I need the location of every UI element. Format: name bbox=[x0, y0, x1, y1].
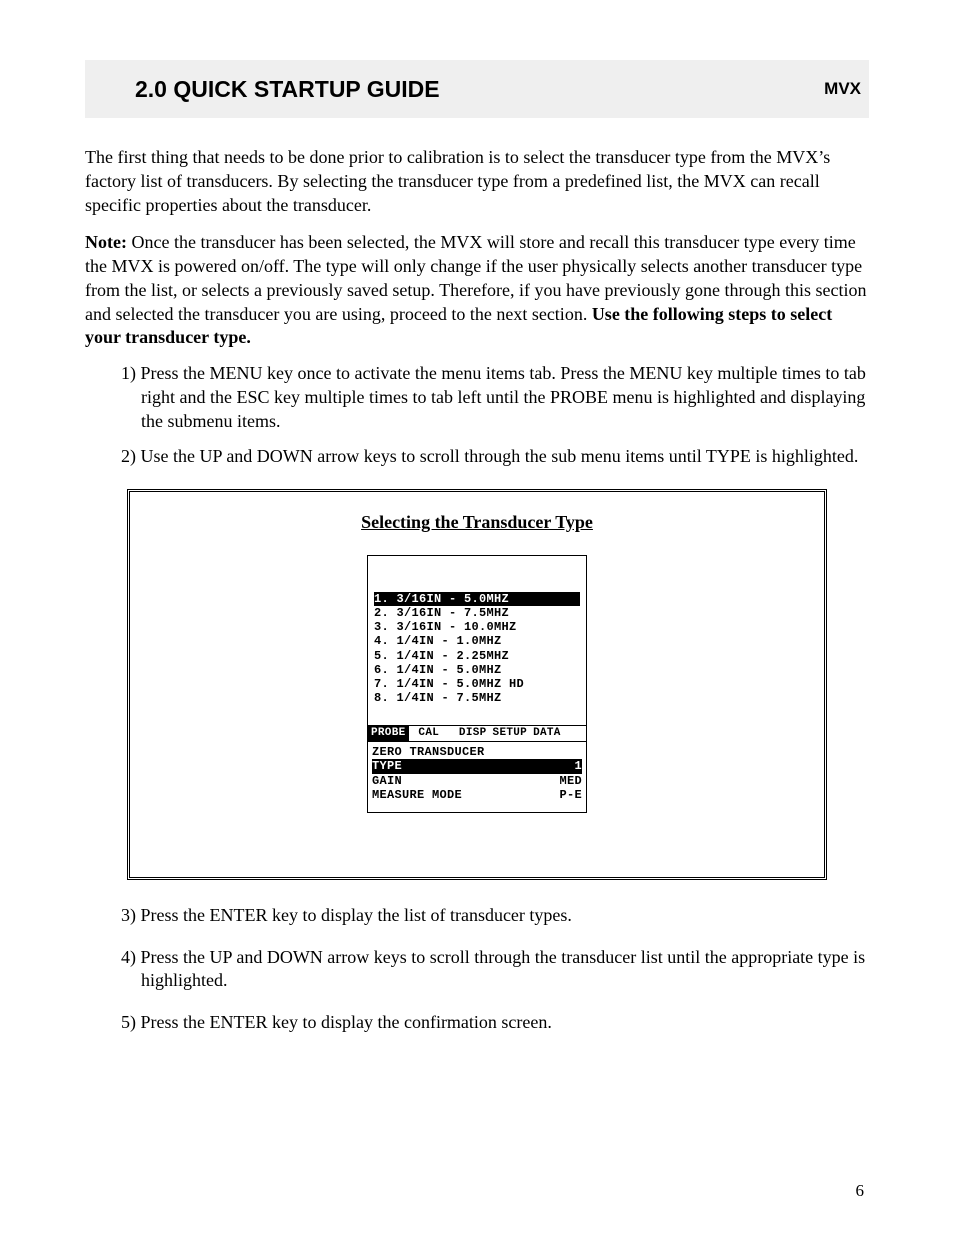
lcd-blank-area bbox=[368, 562, 586, 592]
step-1: 1) Press the MENU key once to activate t… bbox=[121, 362, 869, 433]
param-row[interactable]: GAIN MED bbox=[372, 774, 582, 788]
intro-paragraph-2: Note: Once the transducer has been selec… bbox=[85, 231, 869, 350]
param-value: MED bbox=[559, 774, 582, 788]
param-label: GAIN bbox=[372, 774, 402, 788]
list-item[interactable]: 7. 1/4IN - 5.0MHZ HD bbox=[374, 677, 580, 691]
menu-tab[interactable]: SETUP bbox=[490, 726, 531, 741]
list-item[interactable]: 8. 1/4IN - 7.5MHZ bbox=[374, 691, 580, 705]
param-label: ZERO TRANSDUCER bbox=[372, 745, 485, 759]
body-copy-after-figure: 3) Press the ENTER key to display the li… bbox=[85, 904, 869, 1035]
body-copy: The first thing that needs to be done pr… bbox=[85, 146, 869, 469]
param-row[interactable]: MEASURE MODE P-E bbox=[372, 788, 582, 802]
param-value: P-E bbox=[559, 788, 582, 802]
param-label: TYPE bbox=[372, 759, 402, 773]
param-row[interactable]: ZERO TRANSDUCER bbox=[372, 745, 582, 759]
list-item[interactable]: 4. 1/4IN - 1.0MHZ bbox=[374, 634, 580, 648]
menu-tab[interactable]: PROBE bbox=[368, 726, 409, 741]
list-item[interactable]: 1. 3/16IN - 5.0MHZ bbox=[374, 592, 580, 606]
submenu-params: ZERO TRANSDUCERTYPE 1 GAIN MED MEASURE MODE P… bbox=[368, 742, 586, 802]
menu-tab[interactable]: CAL bbox=[409, 726, 450, 741]
step-5: 5) Press the ENTER key to display the co… bbox=[121, 1011, 869, 1035]
menu-tab[interactable]: DATA bbox=[530, 726, 564, 741]
list-item[interactable]: 6. 1/4IN - 5.0MHZ bbox=[374, 663, 580, 677]
menu-tab-bar: PROBE CAL DISPSETUPDATA bbox=[368, 725, 586, 742]
header-product: MVX bbox=[824, 79, 861, 99]
param-value: 1 bbox=[574, 759, 582, 773]
list-item[interactable]: 5. 1/4IN - 2.25MHZ bbox=[374, 649, 580, 663]
step-4: 4) Press the UP and DOWN arrow keys to s… bbox=[121, 946, 869, 994]
intro-paragraph-1: The first thing that needs to be done pr… bbox=[85, 146, 869, 217]
transducer-list: 1. 3/16IN - 5.0MHZ2. 3/16IN - 7.5MHZ3. 3… bbox=[368, 592, 586, 725]
page-number: 6 bbox=[856, 1181, 865, 1201]
header-section: 2.0 QUICK STARTUP GUIDE bbox=[135, 76, 440, 103]
figure-caption: Selecting the Transducer Type bbox=[144, 512, 810, 533]
page-header: 2.0 QUICK STARTUP GUIDE MVX bbox=[85, 60, 869, 118]
figure-frame: Selecting the Transducer Type 1. 3/16IN … bbox=[127, 489, 827, 880]
param-label: MEASURE MODE bbox=[372, 788, 462, 802]
list-item[interactable]: 2. 3/16IN - 7.5MHZ bbox=[374, 606, 580, 620]
list-item[interactable]: 3. 3/16IN - 10.0MHZ bbox=[374, 620, 580, 634]
menu-tab[interactable]: DISP bbox=[449, 726, 490, 741]
note-label: Note: bbox=[85, 232, 131, 252]
step-3: 3) Press the ENTER key to display the li… bbox=[121, 904, 869, 928]
step-2: 2) Use the UP and DOWN arrow keys to scr… bbox=[121, 445, 869, 469]
param-row[interactable]: TYPE 1 bbox=[372, 759, 582, 773]
device-screen: 1. 3/16IN - 5.0MHZ2. 3/16IN - 7.5MHZ3. 3… bbox=[367, 555, 587, 813]
